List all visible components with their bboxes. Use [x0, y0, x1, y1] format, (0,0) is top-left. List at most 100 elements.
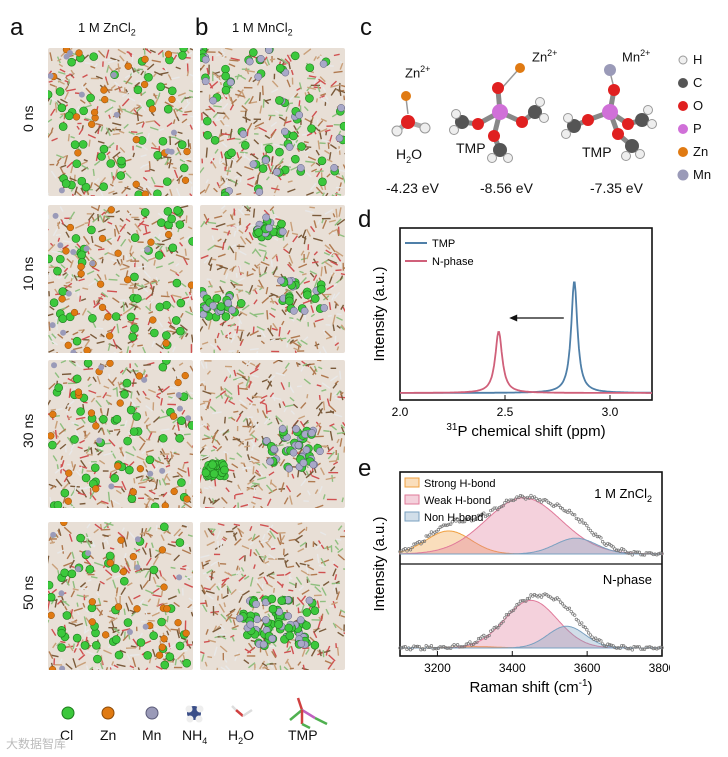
chart-d-ticklabel-2: 3.0 — [602, 405, 619, 419]
legend-nh4-sub: 4 — [202, 735, 208, 746]
chart-e-ticklabel-2: 3600 — [574, 661, 601, 675]
chart-d-frame — [399, 227, 653, 401]
c-mol2-ion-charge: 2+ — [547, 48, 558, 58]
panel-c-letter: c — [360, 14, 372, 41]
c-mol2-ion-name: Zn — [532, 49, 548, 65]
panel-b-title: 1 M MnCl2 — [232, 20, 293, 38]
c-mol3-ion-charge: 2+ — [640, 48, 651, 58]
chart-e-ticklabel-1: 3400 — [499, 661, 526, 675]
legend-cl-marker — [61, 706, 75, 720]
chart-d-legend-label-0: TMP — [432, 238, 455, 250]
atom-legend-o-marker — [678, 101, 688, 111]
legend-nh4-marker — [185, 705, 204, 723]
chart-e-0-raw-data — [398, 493, 664, 557]
chart-d-ticklabel-0: 2.0 — [392, 405, 409, 419]
panel-a-title: 1 M ZnCl2 — [78, 20, 136, 38]
chart-e-legend-label-2: Non H-bond — [424, 512, 483, 524]
sim-box-zn-0 — [48, 48, 193, 196]
chart-e-legend-label-0: Strong H-bond — [424, 478, 496, 490]
panel-a-letter: a — [10, 14, 24, 41]
atom-legend-c-marker — [678, 78, 688, 88]
c-mol2-energy: -8.56 eV — [480, 180, 533, 196]
sim-box-mn-1 — [200, 205, 345, 353]
panel-c-molecules — [391, 55, 689, 181]
chart-d-xlabel: 31P chemical shift (ppm) — [446, 422, 605, 440]
legend-zn-label: Zn — [100, 727, 117, 743]
chart-d-arrowhead — [509, 314, 518, 322]
chart-d: 2.0 2.5 3.0 TMP N-phase Intensity (a.u.) 31P c… — [371, 227, 653, 440]
sim-box-mn-0 — [200, 48, 345, 196]
chart-e-1-component-1 — [400, 599, 662, 649]
c-mol1-ion-charge: 2+ — [420, 64, 431, 74]
time-label-0: 0 ns — [20, 105, 36, 132]
chart-e-legend-swatch-2 — [404, 511, 420, 522]
c-mol1-ligand-tail: O — [411, 146, 423, 162]
c-mol1-energy: -4.23 eV — [386, 180, 439, 196]
panel-a-title-main: 1 M ZnCl — [78, 20, 131, 35]
chart-d-series-n-phase — [400, 331, 652, 394]
c-mol3-ion: Mn2+ — [622, 48, 650, 64]
time-label-1: 10 ns — [20, 256, 36, 291]
panel-e-letter: e — [358, 455, 372, 482]
c-mol1-ion: Zn2+ — [405, 64, 430, 80]
chart-e-ylabel: Intensity (a.u.) — [371, 516, 388, 611]
atom-legend-mn-marker — [677, 169, 689, 181]
atom-legend-zn: Zn — [693, 144, 709, 159]
chart-e-legend-swatch-1 — [404, 494, 420, 505]
panel-b-title-sub: 2 — [287, 27, 293, 38]
chart-e-0-label: 1 M ZnCl2 — [594, 486, 652, 504]
c-mol1-ligand: H2O — [396, 146, 422, 165]
sim-box-mn-2 — [200, 360, 345, 508]
time-label-2: 30 ns — [20, 413, 36, 448]
legend-tmp-label: TMP — [288, 727, 318, 743]
chart-d-ticklabel-1: 2.5 — [497, 405, 514, 419]
legend-nh4-label: NH4 — [182, 727, 207, 746]
sim-box-zn-2 — [48, 360, 193, 508]
chart-e-ticklabel-0: 3200 — [424, 661, 451, 675]
panel-b-letter: b — [195, 14, 209, 41]
watermark: 大数据智库 — [6, 737, 67, 751]
atom-legend-p: P — [693, 121, 702, 136]
chart-e-legend-swatch-0 — [404, 477, 420, 488]
c-mol3-energy: -7.35 eV — [590, 180, 643, 196]
chart-e-1-raw-data — [398, 592, 664, 652]
c-mol3-ligand: TMP — [582, 144, 612, 160]
atom-legend-c: C — [693, 75, 703, 90]
legend-h2o-sub: 2 — [238, 735, 244, 746]
legend-h2o-label: H2O — [228, 727, 254, 746]
chart-d-ylabel: Intensity (a.u.) — [371, 266, 388, 361]
sim-box-zn-1 — [48, 205, 193, 353]
c-mol1-ligand-sub: 2 — [406, 154, 412, 165]
sim-box-zn-3 — [48, 522, 193, 670]
chart-e-xlabel: Raman shift (cm-1) — [469, 678, 592, 696]
molecule-mn-tmp — [561, 64, 657, 161]
legend-nh4-main: NH — [182, 727, 203, 743]
c-mol2-ion: Zn2+ — [532, 48, 557, 64]
molecule-zn-tmp — [449, 63, 549, 163]
c-mol2-ligand: TMP — [456, 140, 486, 156]
chart-d-legend-label-1: N-phase — [432, 256, 474, 268]
chart-e-ticklabel-3: 3800 — [649, 661, 670, 675]
atom-legend-mn: Mn — [693, 167, 712, 182]
legend-h2o-main: H — [228, 727, 239, 743]
c-mol1-ligand-main: H — [396, 146, 407, 162]
panel-a-title-sub: 2 — [130, 27, 136, 38]
atom-legend-h-marker — [678, 55, 688, 65]
chart-e-legend-label-1: Weak H-bond — [424, 495, 491, 507]
legend-h2o-tail: O — [243, 727, 255, 743]
atom-legend-o: O — [693, 98, 704, 113]
legend-zn-marker — [101, 706, 115, 720]
c-mol1-ion-name: Zn — [405, 65, 421, 81]
panel-b-title-main: 1 M MnCl — [232, 20, 288, 35]
legend-mn-label: Mn — [142, 727, 162, 743]
atom-legend-zn-marker — [678, 147, 688, 157]
chart-e: 3200 3400 3600 3800 1 M ZnCl2 N-phase Strong H… — [371, 471, 670, 696]
legend-cl-label: Cl — [60, 727, 74, 743]
sim-box-mn-3 — [200, 522, 345, 670]
chart-e-1-label: N-phase — [603, 572, 652, 587]
legend-tmp-marker — [289, 697, 328, 730]
atom-legend-p-marker — [678, 124, 688, 134]
legend-mn-marker — [145, 706, 159, 720]
bottom-legend — [61, 697, 328, 730]
molecule-zn-h2o — [391, 91, 431, 137]
